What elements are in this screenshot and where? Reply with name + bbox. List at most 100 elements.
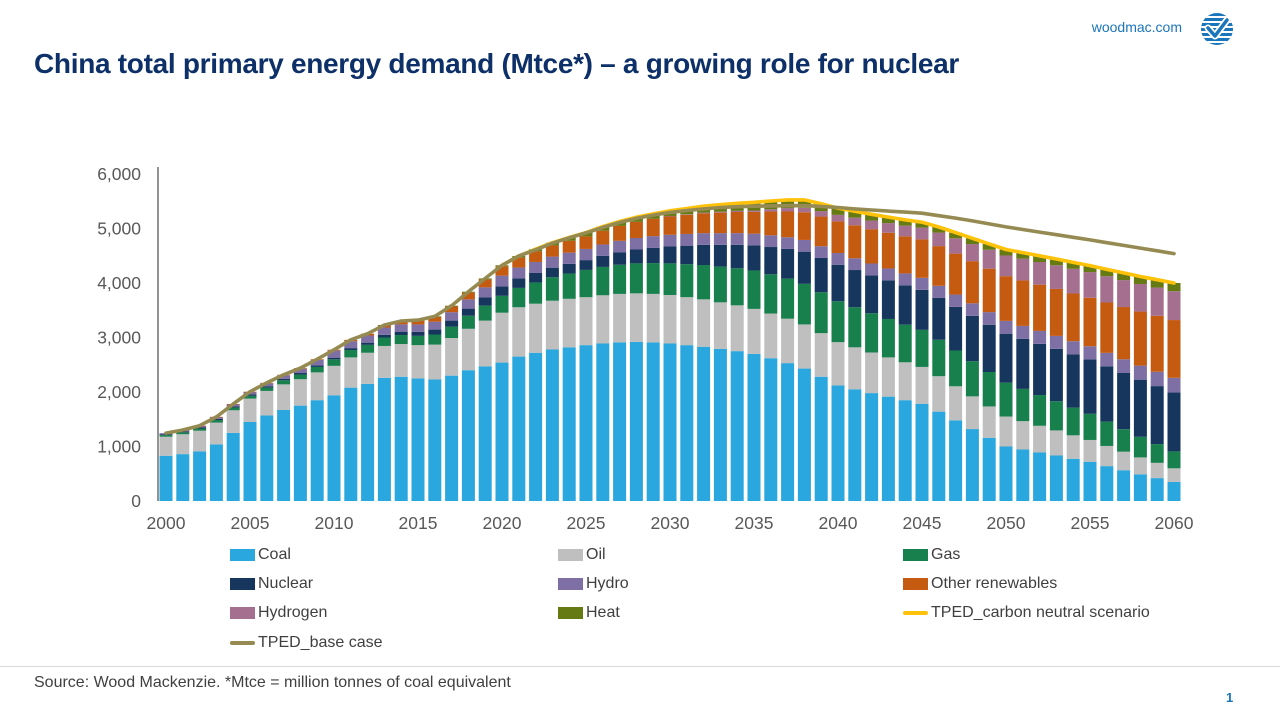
bar-segment-hydrogen [831, 214, 845, 222]
website-link[interactable]: woodmac.com [1091, 19, 1182, 35]
bar-segment-coal [982, 437, 996, 501]
bar-segment-other-renewables [747, 211, 761, 234]
bar-segment-nuclear [999, 333, 1013, 383]
bar-segment-hydrogen [747, 210, 761, 212]
bar-segment-oil [176, 434, 190, 455]
bar-segment-heat [1133, 276, 1147, 284]
bar-segment-hydro [344, 341, 358, 349]
woodmac-logo-icon [1201, 13, 1233, 45]
bar-segment-oil [562, 298, 576, 348]
bar-segment-other-renewables [596, 230, 610, 245]
bar-segment-oil [445, 338, 459, 376]
bar-segment-oil [848, 347, 862, 390]
bar-segment-hydro [277, 375, 291, 379]
bar-segment-nuclear [781, 248, 795, 279]
bar-segment-hydrogen [797, 207, 811, 213]
bar-segment-gas [1117, 429, 1131, 452]
bar-segment-hydro [697, 233, 711, 245]
bar-segment-coal [781, 363, 795, 501]
bar-segment-oil [293, 379, 307, 406]
y-axis-tick-label: 5,000 [97, 219, 141, 239]
bar-segment-heat [1167, 283, 1181, 292]
x-axis-tick-label: 2030 [651, 513, 690, 533]
bar-segment-nuclear [310, 365, 324, 367]
bar-segment-other-renewables [529, 251, 543, 262]
bar-segment-oil [428, 344, 442, 380]
bar-segment-gas [814, 292, 828, 334]
bar-segment-oil [344, 357, 358, 388]
bar-segment-oil [881, 357, 895, 397]
bar-segment-hydro [646, 236, 660, 248]
bar-segment-oil [915, 366, 929, 404]
bar-segment-gas [344, 350, 358, 358]
bar-segment-other-renewables [881, 232, 895, 269]
bar-segment-heat [1100, 269, 1114, 277]
bar-segment-other-renewables [562, 240, 576, 253]
bar-segment-other-renewables [697, 213, 711, 234]
bar-segment-hydro [1150, 371, 1164, 387]
bar-segment-nuclear [1033, 343, 1047, 396]
bar-segment-oil [277, 384, 291, 410]
bar-segment-coal [965, 429, 979, 501]
bar-segment-oil [965, 396, 979, 430]
bar-segment-hydrogen [881, 223, 895, 233]
bar-segment-coal [545, 349, 559, 501]
bar-segment-hydro [629, 237, 643, 250]
bar-segment-oil [747, 308, 761, 354]
bar-segment-gas [529, 282, 543, 304]
bar-segment-hydro [1117, 359, 1131, 373]
bar-segment-oil [730, 305, 744, 352]
bar-segment-hydrogen [915, 227, 929, 240]
bar-segment-nuclear [545, 267, 559, 278]
bar-segment-hydrogen [1117, 280, 1131, 308]
bar-segment-coal [1066, 458, 1080, 501]
bar-segment-coal [394, 376, 408, 501]
bar-segment-oil [932, 376, 946, 412]
bar-segment-other-renewables [478, 279, 492, 288]
bar-segment-nuclear [428, 329, 442, 335]
bar-segment-hydrogen [1016, 258, 1030, 281]
bar-segment-hydro [848, 258, 862, 271]
bar-segment-hydro [797, 239, 811, 252]
bar-segment-oil [999, 416, 1013, 447]
bar-segment-hydro [512, 267, 526, 279]
bar-segment-other-renewables [545, 245, 559, 257]
bar-segment-gas [478, 305, 492, 321]
x-axis-tick-label: 2055 [1071, 513, 1110, 533]
bar-segment-nuclear [243, 394, 257, 396]
bar-segment-heat [932, 227, 946, 233]
bar-segment-coal [1133, 474, 1147, 501]
bar-segment-nuclear [1066, 354, 1080, 408]
bar-segment-gas [596, 266, 610, 296]
bar-segment-gas [663, 263, 677, 295]
bar-segment-nuclear [663, 246, 677, 264]
bar-segment-oil [646, 293, 660, 343]
bar-segment-hydro [461, 299, 475, 309]
bar-segment-nuclear [377, 334, 391, 338]
bar-segment-hydrogen [781, 208, 795, 212]
bar-segment-nuclear [1100, 366, 1114, 422]
bar-segment-coal [243, 421, 257, 501]
bar-segment-gas [680, 264, 694, 298]
bar-segment-nuclear [226, 406, 240, 408]
bar-segment-nuclear [344, 348, 358, 351]
bar-segment-coal [898, 400, 912, 501]
bar-segment-gas [293, 374, 307, 380]
bar-segment-gas [1016, 388, 1030, 422]
bar-segment-coal [461, 370, 475, 501]
bar-segment-nuclear [797, 251, 811, 284]
x-axis-tick-label: 2020 [483, 513, 522, 533]
y-axis-tick-label: 0 [131, 491, 141, 511]
y-axis-tick-label: 4,000 [97, 273, 141, 293]
bar-segment-hydrogen [848, 217, 862, 226]
x-axis-tick-label: 2025 [567, 513, 606, 533]
x-axis-tick-label: 2035 [735, 513, 774, 533]
bar-segment-nuclear [949, 306, 963, 351]
bar-segment-gas [159, 435, 173, 437]
bar-segment-coal [881, 396, 895, 501]
bar-segment-nuclear [478, 297, 492, 306]
bar-segment-gas [781, 278, 795, 319]
bar-segment-oil [898, 362, 912, 401]
bar-segment-nuclear [881, 280, 895, 319]
